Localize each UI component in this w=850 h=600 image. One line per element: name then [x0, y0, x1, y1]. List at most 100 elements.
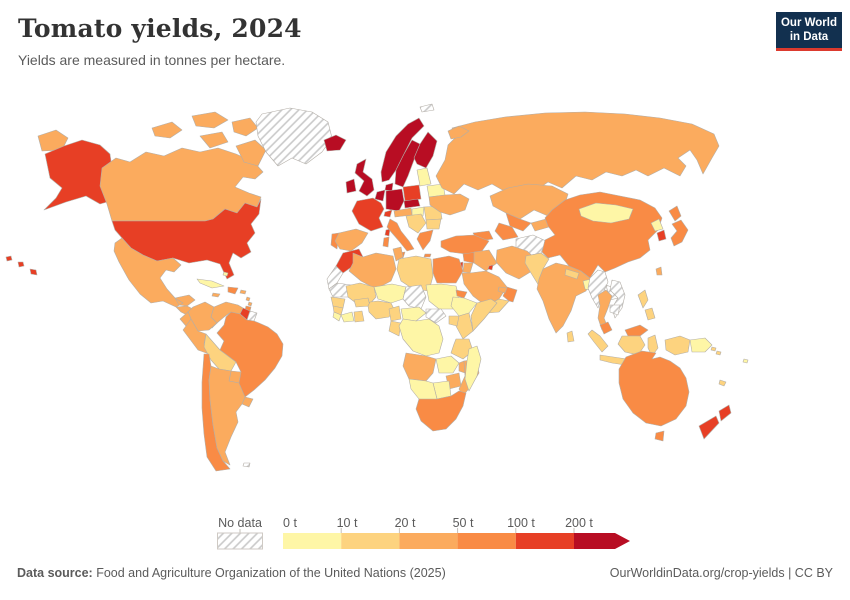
legend-swatch-bin-0[interactable] — [283, 533, 342, 549]
country-turkmenistan[interactable] — [494, 222, 519, 241]
country-greenland[interactable] — [255, 107, 333, 167]
country-jamaica[interactable] — [211, 292, 221, 298]
country-canada-arctic-4[interactable] — [199, 131, 229, 149]
country-angola[interactable] — [402, 352, 437, 382]
country-svalbard[interactable] — [419, 103, 435, 113]
country-niger[interactable] — [373, 283, 407, 304]
legend-swatch-bin-4[interactable] — [515, 533, 574, 549]
country-russia[interactable] — [435, 111, 720, 195]
country-malaysia-borneo[interactable] — [624, 324, 649, 337]
legend-swatch-bin-1[interactable] — [341, 533, 400, 549]
country-papua-new-guinea[interactable] — [689, 337, 713, 353]
country-tanzania[interactable] — [450, 338, 474, 360]
country-namibia[interactable] — [408, 378, 438, 402]
country-mongolia[interactable] — [578, 202, 634, 224]
country-new-caledonia[interactable] — [718, 379, 727, 387]
country-malaysia[interactable] — [599, 321, 613, 335]
country-chukotka-russia[interactable] — [37, 129, 69, 152]
country-north-korea[interactable] — [650, 218, 664, 232]
country-hawaii[interactable] — [5, 255, 38, 276]
country-cambodia[interactable] — [609, 304, 621, 316]
country-zambia[interactable] — [435, 355, 460, 374]
country-japan[interactable] — [668, 205, 689, 247]
legend-swatch-bin-5-arrow[interactable] — [574, 533, 630, 549]
country-spain[interactable] — [334, 228, 369, 252]
country-puerto-rico[interactable] — [239, 289, 247, 295]
country-egypt[interactable] — [432, 255, 464, 284]
country-sri-lanka[interactable] — [566, 330, 575, 343]
country-uzbekistan[interactable] — [505, 212, 532, 232]
country-fiji[interactable] — [742, 358, 749, 364]
country-iceland[interactable] — [323, 134, 347, 152]
world-map[interactable] — [0, 92, 850, 500]
country-finland[interactable] — [413, 131, 438, 169]
country-ghana[interactable] — [353, 310, 365, 323]
country-mexico[interactable] — [113, 237, 196, 308]
country-congo-gabon[interactable] — [388, 320, 402, 337]
country-india[interactable] — [536, 262, 592, 334]
country-madagascar[interactable] — [464, 345, 482, 392]
country-somalia[interactable] — [470, 298, 498, 332]
chart-subtitle: Yields are measured in tonnes per hectar… — [18, 52, 286, 68]
legend-no-data-swatch[interactable] — [217, 532, 263, 550]
country-sierra-leone[interactable] — [332, 311, 342, 322]
country-nepal[interactable] — [564, 268, 580, 280]
legend-swatch-bin-2[interactable] — [399, 533, 458, 549]
country-uganda[interactable] — [448, 315, 460, 327]
country-canada-arctic-3[interactable] — [231, 117, 259, 137]
country-bulgaria[interactable] — [425, 218, 442, 230]
country-oman[interactable] — [502, 286, 518, 303]
country-czechia-slovakia[interactable] — [403, 198, 421, 209]
country-norway[interactable] — [380, 117, 425, 183]
country-saudi-arabia[interactable] — [461, 270, 508, 307]
country-united-kingdom[interactable] — [354, 158, 375, 197]
country-baltic-states[interactable] — [416, 167, 432, 187]
attribution-link[interactable]: OurWorldinData.org/crop-yields | CC BY — [609, 566, 833, 580]
country-new-zealand[interactable] — [698, 404, 732, 440]
country-ivory-coast[interactable] — [340, 311, 355, 323]
country-hispaniola[interactable] — [227, 286, 239, 295]
country-tasmania[interactable] — [654, 430, 665, 442]
country-tunisia[interactable] — [392, 246, 404, 262]
country-papua-indonesia[interactable] — [664, 335, 691, 356]
country-canada-arctic-2[interactable] — [191, 111, 229, 129]
country-ireland[interactable] — [345, 178, 357, 194]
country-cuba[interactable] — [196, 278, 225, 289]
country-balkans[interactable] — [405, 213, 427, 234]
country-solomon-islands[interactable] — [710, 346, 722, 356]
country-taiwan[interactable] — [655, 266, 663, 276]
country-philippines[interactable] — [637, 289, 656, 321]
country-canada-arctic-1[interactable] — [151, 121, 183, 139]
country-poland[interactable] — [402, 184, 422, 202]
country-ukraine[interactable] — [428, 193, 470, 216]
country-switzerland[interactable] — [383, 209, 393, 218]
country-falkland-islands[interactable] — [242, 462, 251, 468]
country-benelux[interactable] — [374, 189, 386, 202]
country-argentina[interactable] — [208, 365, 246, 466]
country-dr-congo[interactable] — [398, 318, 444, 357]
country-iraq[interactable] — [473, 249, 498, 272]
country-chad[interactable] — [402, 284, 427, 310]
owid-logo[interactable]: Our World in Data — [776, 12, 842, 51]
country-south-korea[interactable] — [656, 229, 667, 242]
country-greece[interactable] — [416, 229, 434, 258]
country-south-sudan[interactable] — [425, 308, 447, 324]
country-sweden[interactable] — [394, 139, 421, 188]
country-uae-qatar[interactable] — [497, 286, 508, 294]
country-australia[interactable] — [618, 350, 690, 427]
country-central-african-republic[interactable] — [400, 306, 427, 322]
country-canada-baffin[interactable] — [235, 139, 267, 167]
country-jordan[interactable] — [462, 262, 474, 274]
country-germany[interactable] — [385, 188, 405, 212]
country-bahamas[interactable] — [222, 271, 229, 277]
country-algeria[interactable] — [348, 252, 397, 290]
country-cameroon[interactable] — [388, 305, 402, 322]
country-canada[interactable] — [99, 147, 264, 222]
country-brazil[interactable] — [216, 311, 284, 398]
legend-swatch-bin-3[interactable] — [457, 533, 516, 549]
country-denmark[interactable] — [384, 182, 394, 192]
country-lesser-antilles[interactable] — [245, 296, 253, 307]
country-south-africa[interactable] — [415, 390, 467, 432]
country-kuwait[interactable] — [487, 264, 494, 271]
country-novaya-zemlya[interactable] — [447, 125, 470, 140]
